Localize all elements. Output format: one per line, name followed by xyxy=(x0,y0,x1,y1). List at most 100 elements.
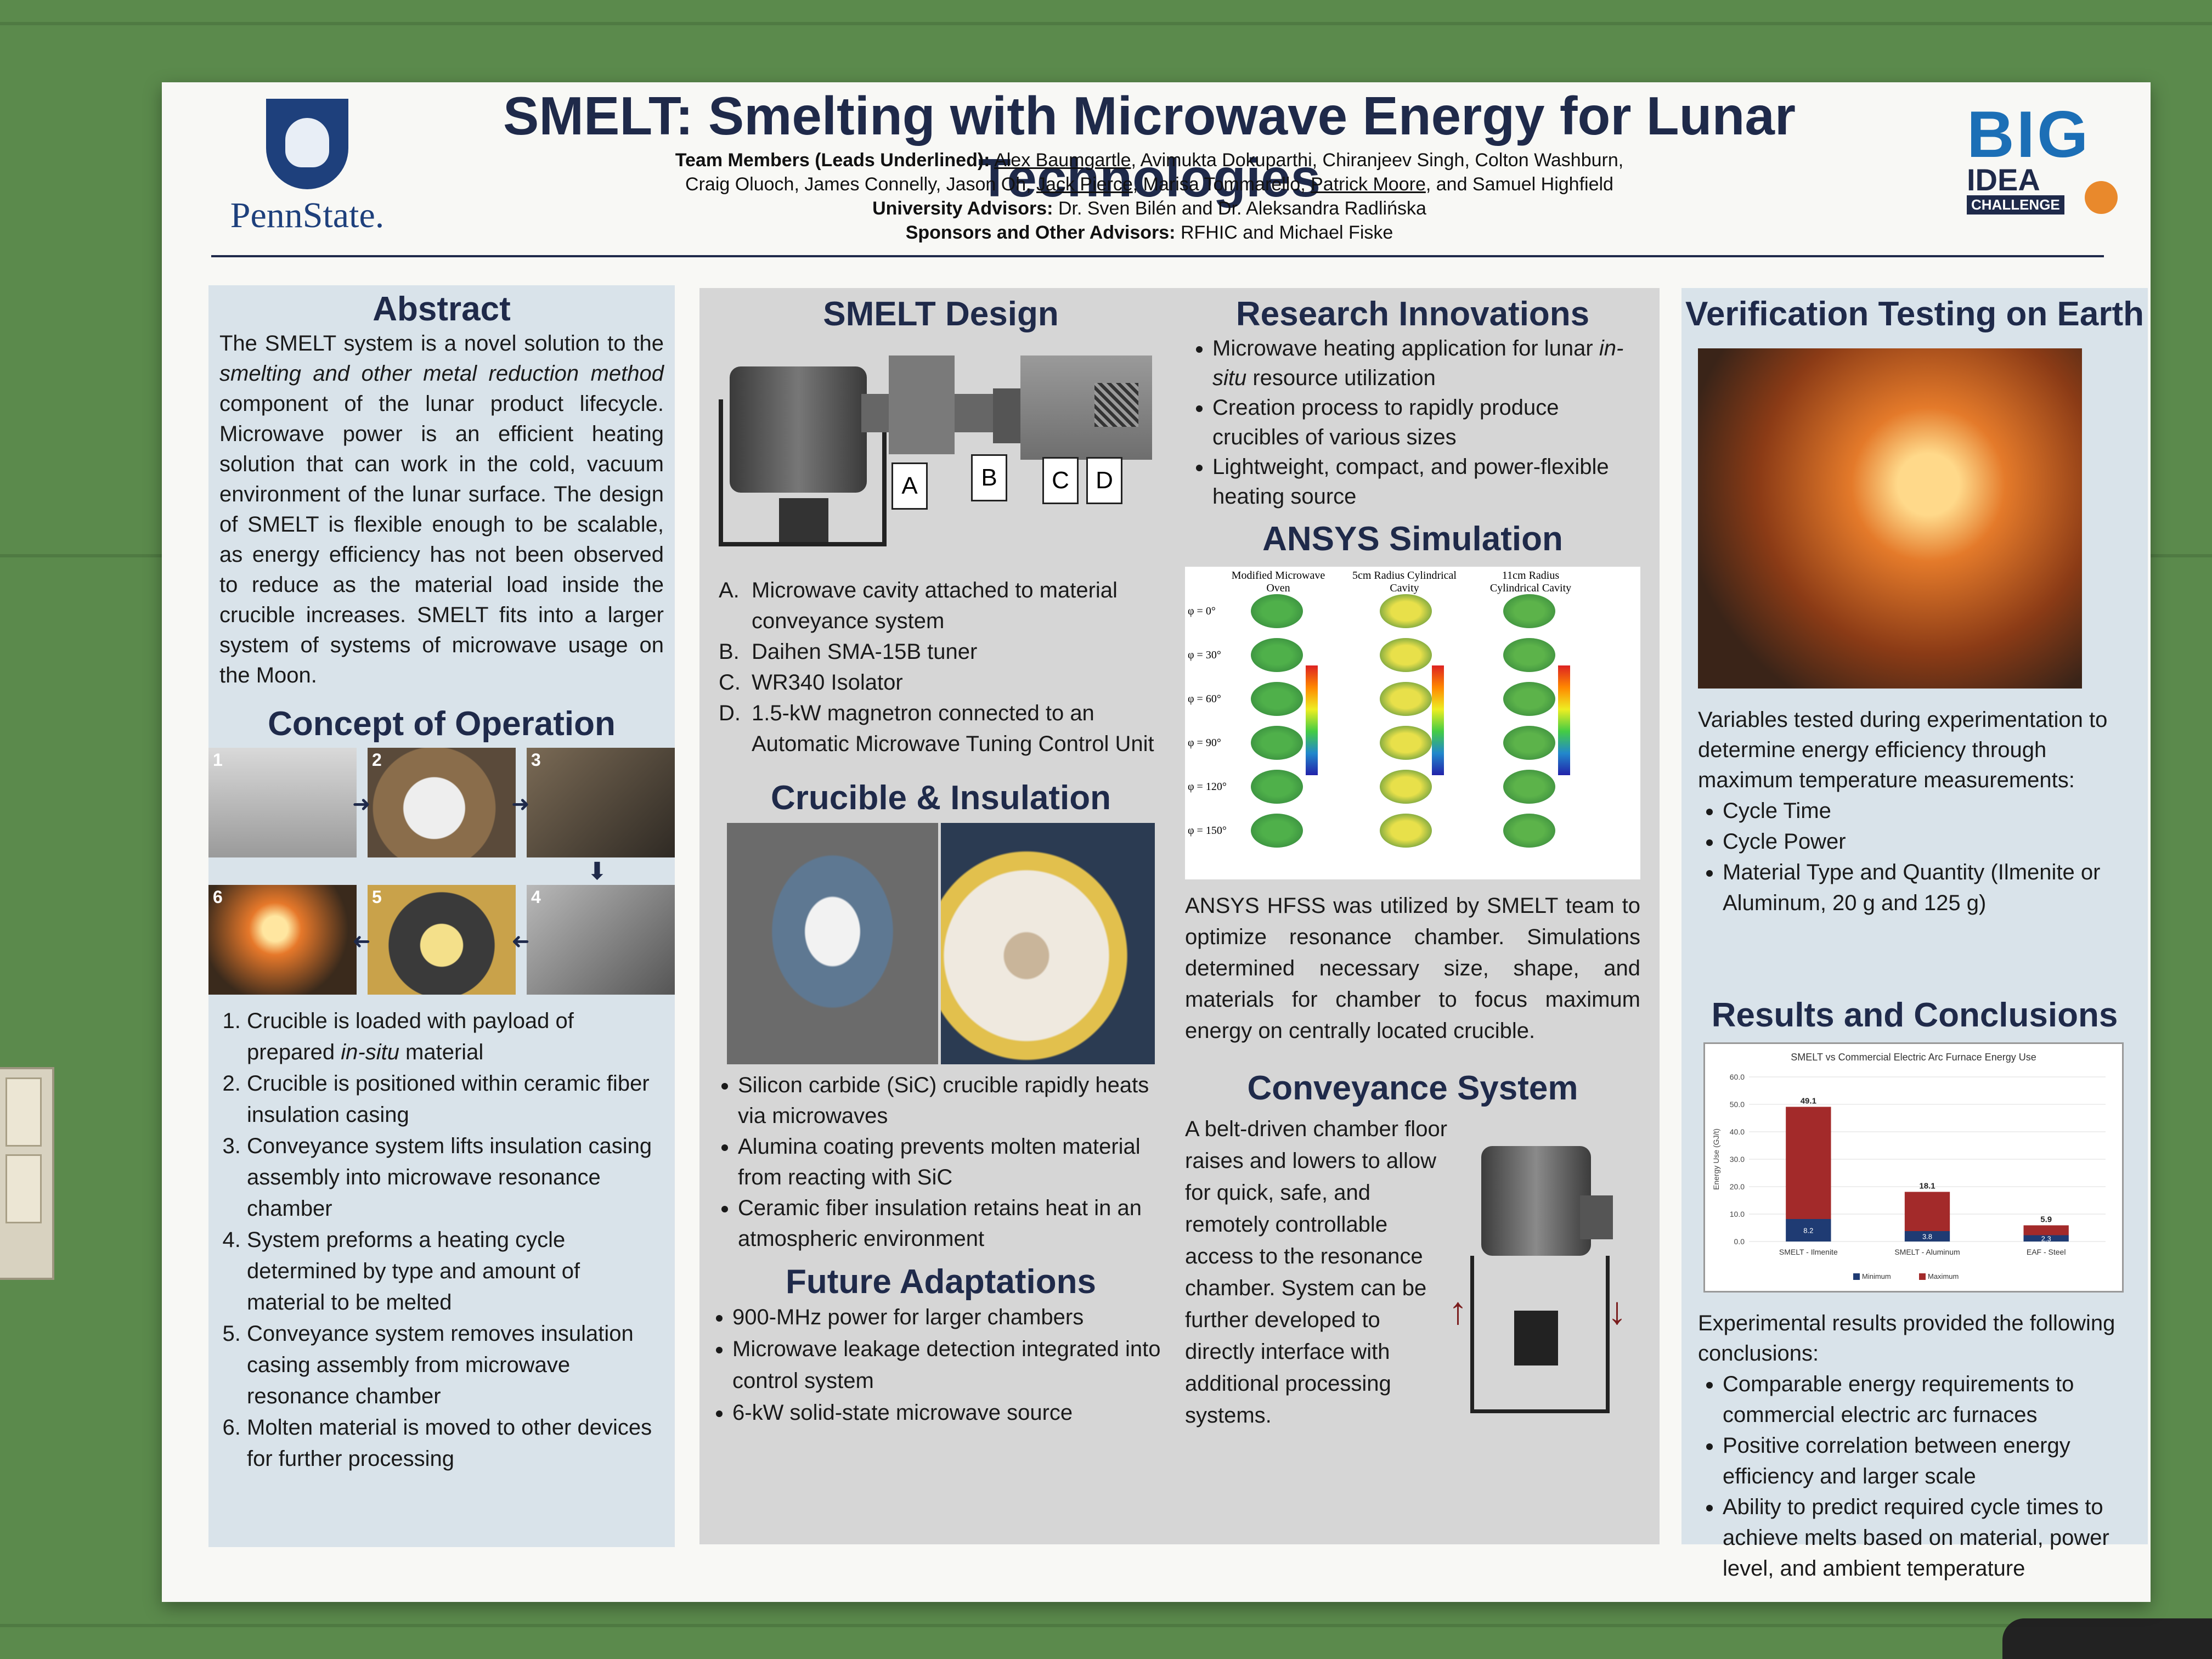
arrow-up-icon: ↑ xyxy=(1448,1289,1468,1332)
ansys-field-plot xyxy=(1251,814,1303,848)
lightbulb-icon xyxy=(2085,181,2118,214)
ansys-field-plot xyxy=(1380,770,1432,804)
design-section: SMELT Design A B C D A. Microwave cavity … xyxy=(708,288,1174,1429)
data-label-maximum: 49.1 xyxy=(1801,1097,1816,1106)
ansys-angle-label: φ = 150° xyxy=(1188,825,1227,837)
y-tick-label: 30.0 xyxy=(1730,1155,1745,1164)
poster-header: PennState. SMELT: Smelting with Microwav… xyxy=(162,82,2151,263)
photo-removal: 5 xyxy=(368,885,516,995)
results-heading: Results and Conclusions xyxy=(1711,996,2118,1034)
y-axis-label: Energy Use (GJ/t) xyxy=(1712,1128,1720,1190)
team-lead: Jack Pierce xyxy=(1036,174,1133,195)
ansys-text: ANSYS HFSS was utilized by SMELT team to… xyxy=(1185,894,1640,1043)
y-tick-label: 0.0 xyxy=(1734,1237,1745,1246)
abstract-section: Abstract The SMELT system is a novel sol… xyxy=(208,290,675,691)
legend-label-minimum: Minimum xyxy=(1862,1272,1891,1280)
ansys-field-plot xyxy=(1380,638,1432,672)
concept-heading: Concept of Operation xyxy=(268,705,616,743)
lift xyxy=(779,498,828,542)
penn-state-logo: PennState. xyxy=(195,99,420,241)
ansys-col-label: 11cm Radius Cylindrical Cavity xyxy=(1489,569,1572,594)
photo-molten-pour xyxy=(1698,348,2082,689)
x-tick-label: EAF - Steel xyxy=(2027,1248,2066,1256)
innovation-bullet: Microwave heating application for lunar … xyxy=(1212,334,1640,393)
photo-heating: 4 xyxy=(527,885,675,995)
future-bullets: 900-MHz power for larger chambers Microw… xyxy=(708,1301,1174,1429)
sponsors-line: Sponsors and Other Advisors: RFHIC and M… xyxy=(381,221,1917,245)
ansys-angle-label: φ = 120° xyxy=(1188,781,1227,793)
sponsors-label: Sponsors and Other Advisors: xyxy=(905,222,1176,243)
ansys-field-plot xyxy=(1380,682,1432,716)
left-column: Abstract The SMELT system is a novel sol… xyxy=(208,285,675,1547)
conveyance-text: A belt-driven chamber floor raises and l… xyxy=(1185,1117,1448,1427)
design-item: B. Daihen SMA-15B tuner xyxy=(719,640,978,664)
photo-insulation xyxy=(941,823,1155,1064)
badge-challenge: CHALLENGE xyxy=(1967,195,2064,215)
concept-step: Conveyance system lifts insulation casin… xyxy=(247,1131,664,1224)
callout-d: D xyxy=(1086,457,1122,504)
verification-heading: Verification Testing on Earth xyxy=(1685,295,2144,333)
data-label-maximum: 18.1 xyxy=(1919,1182,1935,1191)
big-idea-challenge-logo: BIG IDEA CHALLENGE xyxy=(1967,101,2120,236)
y-tick-label: 60.0 xyxy=(1730,1073,1745,1081)
design-item: D. 1.5-kW magnetron connected to an Autom… xyxy=(719,701,1154,756)
research-section: Research Innovations Microwave heating a… xyxy=(1185,288,1640,1453)
logo-wordmark: PennState. xyxy=(230,195,385,235)
callout-c: C xyxy=(1042,457,1079,504)
abstract-heading: Abstract xyxy=(373,290,511,328)
design-render: A B C D xyxy=(708,334,1174,575)
x-tick-label: SMELT - Ilmenite xyxy=(1779,1248,1838,1256)
ansys-angle-label: φ = 30° xyxy=(1188,649,1221,661)
bar-minimum xyxy=(1904,1231,1950,1242)
arrow-down-icon: ⬇ xyxy=(587,858,607,885)
arrow-down-icon: ↓ xyxy=(1607,1289,1627,1332)
innovation-bullet: Lightweight, compact, and power-flexible… xyxy=(1212,452,1640,511)
ansys-field-plot xyxy=(1251,726,1303,760)
ansys-field-plot xyxy=(1251,638,1303,672)
verification-bullet: Cycle Time xyxy=(1723,795,2137,826)
fan-grille-icon xyxy=(1094,383,1138,427)
chart-svg: SMELT vs Commercial Electric Arc Furnace… xyxy=(1712,1052,2106,1280)
photo-conveyance: 3 xyxy=(527,748,675,857)
team-lead: Patrick Moore xyxy=(1311,174,1426,195)
arrow-left-icon: ➜ xyxy=(511,929,530,953)
concept-photo-grid: 1 2 3 4 5 6 ➜ ➜ ⬇ ➜ ➜ xyxy=(208,748,675,1006)
concept-steps: Crucible is loaded with payload of prepa… xyxy=(208,1006,675,1475)
verification-bullet: Cycle Power xyxy=(1723,826,2137,857)
team-names: , and Samuel Highfield xyxy=(1425,174,1613,195)
ansys-field-plot xyxy=(1503,770,1555,804)
verification-bullets: Cycle Time Cycle Power Material Type and… xyxy=(1698,795,2137,918)
advisors: Dr. Sven Bilén and Dr. Aleksandra Radliń… xyxy=(1053,198,1426,219)
wall-outlet xyxy=(0,1067,54,1280)
team-lead: Alex Baumgartle xyxy=(994,150,1131,171)
ansys-colorbar xyxy=(1558,665,1570,775)
callout-a: A xyxy=(891,462,928,510)
verification-text: Variables tested during experimentation … xyxy=(1698,705,2137,918)
results-bullet: Ability to predict required cycle times … xyxy=(1723,1492,2137,1584)
arrow-right-icon: ➜ xyxy=(511,792,530,816)
ansys-col-label: 5cm Radius Cylindrical Cavity xyxy=(1352,569,1457,594)
team-names: , Marisa Tommarello, xyxy=(1132,174,1311,195)
results-bullet: Comparable energy requirements to commer… xyxy=(1723,1369,2137,1430)
future-bullet: 900-MHz power for larger chambers xyxy=(732,1301,1174,1333)
energy-chart: SMELT vs Commercial Electric Arc Furnace… xyxy=(1703,1042,2124,1293)
design-list: A. Microwave cavity attached to material … xyxy=(708,575,1174,759)
design-item: A. Microwave cavity attached to material … xyxy=(719,578,1118,633)
conveyance-section: A belt-driven chamber floor raises and l… xyxy=(1185,1113,1640,1453)
ansys-field-plot xyxy=(1380,594,1432,628)
conveyance-render: ↑ ↓ xyxy=(1448,1146,1627,1431)
results-text: Experimental results provided the follow… xyxy=(1698,1308,2137,1584)
ansys-colorbar xyxy=(1306,665,1318,775)
credits: Team Members (Leads Underlined): Alex Ba… xyxy=(381,148,1917,245)
y-tick-label: 40.0 xyxy=(1730,1127,1745,1136)
chart-title: SMELT vs Commercial Electric Arc Furnace… xyxy=(1791,1052,2036,1063)
crucible-heading: Crucible & Insulation xyxy=(770,779,1111,817)
data-label-minimum: 3.8 xyxy=(1922,1233,1932,1241)
results-bullet: Positive correlation between energy effi… xyxy=(1723,1430,2137,1492)
team-label: Team Members (Leads Underlined): xyxy=(675,150,990,171)
results-bullets: Comparable energy requirements to commer… xyxy=(1698,1369,2137,1584)
ansys-field-plot xyxy=(1503,814,1555,848)
ansys-field-plot xyxy=(1503,594,1555,628)
ansys-field-plot xyxy=(1503,682,1555,716)
arrow-left-icon: ➜ xyxy=(352,929,371,953)
